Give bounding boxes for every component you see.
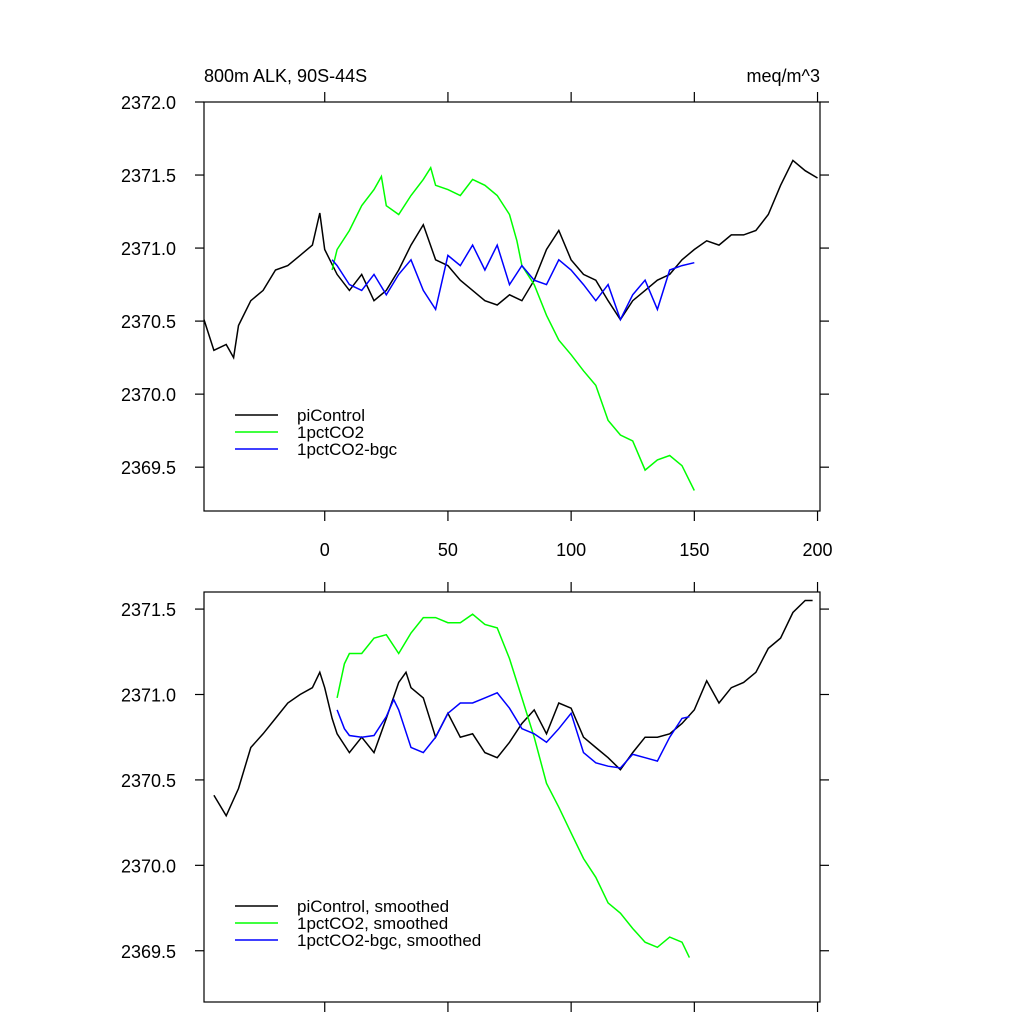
y-tick-label: 2372.0 [121, 93, 176, 113]
units-label: meq/m^3 [747, 66, 820, 86]
chart-title: 800m ALK, 90S-44S [204, 66, 367, 86]
legend-label: 1pctCO2 [297, 423, 364, 442]
y-tick-label: 2370.5 [121, 771, 176, 791]
x-tick-label: 0 [320, 540, 330, 560]
y-tick-label: 2370.0 [121, 385, 176, 405]
x-tick-label: 50 [438, 540, 458, 560]
x-tick-label: 150 [679, 540, 709, 560]
y-tick-label: 2370.5 [121, 312, 176, 332]
series-line [331, 165, 695, 491]
legend-label: 1pctCO2, smoothed [297, 914, 448, 933]
legend-label: 1pctCO2-bgc [297, 440, 398, 459]
y-tick-label: 2371.5 [121, 166, 176, 186]
x-tick-label: 200 [803, 540, 833, 560]
y-tick-label: 2371.0 [121, 686, 176, 706]
legend-label: 1pctCO2-bgc, smoothed [297, 931, 481, 950]
plot-frame [203, 101, 821, 512]
legend-label: piControl, smoothed [297, 897, 449, 916]
series-line [203, 159, 818, 360]
plot-frame [203, 591, 821, 1003]
y-tick-label: 2371.0 [121, 239, 176, 259]
y-tick-label: 2369.5 [121, 458, 176, 478]
y-tick-label: 2369.5 [121, 942, 176, 962]
y-tick-label: 2371.5 [121, 600, 176, 620]
legend-label: piControl [297, 406, 365, 425]
x-tick-label: 100 [556, 540, 586, 560]
series-line [336, 613, 691, 958]
series-line [213, 599, 813, 818]
series-line [336, 691, 690, 769]
y-tick-label: 2370.0 [121, 856, 176, 876]
series-line [331, 243, 695, 322]
